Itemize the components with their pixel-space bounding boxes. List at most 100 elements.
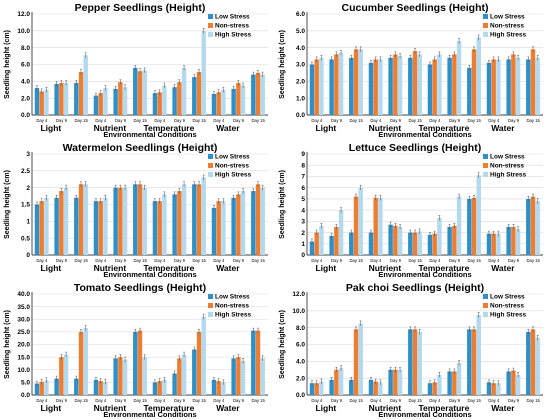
group-label: Light — [315, 403, 336, 413]
legend-label: Non-stress — [490, 303, 524, 310]
x-tick-label: Day 15 — [350, 118, 364, 123]
legend: Low Stress Non-stress High Stress — [483, 294, 527, 319]
bar-light-day9-s2 — [338, 210, 344, 255]
bar-light-day9-s0 — [329, 235, 334, 255]
bar-nutrient-day15-s2 — [417, 231, 422, 255]
legend-swatch — [208, 32, 213, 37]
x-tick-label: Day 9 — [233, 118, 245, 123]
bar-nutrient-day4-s0 — [368, 62, 374, 115]
bar-water-day4-s1 — [491, 383, 496, 395]
bar-nutrient-day15-s1 — [412, 51, 418, 115]
x-tick-label: Day 15 — [134, 258, 148, 263]
bar-temperature-day15-s1 — [196, 72, 202, 115]
bar-temperature-day4-s2 — [437, 374, 442, 395]
bar-light-day4-s1 — [39, 91, 44, 115]
y-tick-label: 2 — [301, 230, 305, 237]
y-tick-label: 3 — [301, 219, 305, 226]
x-tick-label: Day 15 — [134, 398, 148, 403]
bar-nutrient-day15-s0 — [133, 184, 138, 255]
y-axis-label: Seedling height (cm) — [4, 310, 11, 379]
y-tick-label: 12.0 — [17, 11, 30, 18]
x-tick-label: Day 4 — [95, 398, 107, 403]
x-tick-label: Day 9 — [508, 398, 520, 403]
bar-temperature-day15-s2 — [476, 37, 481, 115]
bar-temperature-day9-s2 — [181, 354, 187, 395]
y-tick-label: 0.0 — [21, 392, 30, 399]
bar-nutrient-day15-s1 — [137, 71, 143, 115]
bar-water-day4-s2 — [496, 233, 501, 255]
y-tick-label: 40.0 — [17, 291, 30, 298]
group-label: Nutrient — [369, 123, 402, 133]
x-tick-label: Day 9 — [508, 118, 520, 123]
legend-swatch — [208, 294, 213, 299]
bar-temperature-day4-s1 — [157, 381, 162, 395]
x-tick-label: Day 4 — [488, 118, 500, 123]
y-tick-label: 7 — [301, 174, 305, 181]
y-tick-label: 6 — [301, 185, 305, 192]
x-tick-label: Day 4 — [370, 398, 382, 403]
bar-nutrient-day9-s2 — [122, 187, 128, 255]
y-tick-label: 0.0 — [21, 112, 30, 119]
y-tick-label: 5.0 — [296, 28, 305, 35]
bar-nutrient-day9-s2 — [122, 359, 128, 395]
x-tick-label: Day 9 — [115, 118, 127, 123]
bar-temperature-day4-s2 — [162, 85, 167, 115]
chart-panel-3: Watermelon Seedlings (Height) Seedling he… — [4, 142, 268, 279]
bar-water-day4-s0 — [486, 62, 492, 115]
bar-light-day4-s2 — [44, 89, 49, 115]
chart-title: Pak choi Seedlings (Height) — [346, 282, 484, 294]
x-tick-label: Day 9 — [174, 118, 186, 123]
bar-water-day4-s0 — [486, 382, 492, 395]
x-tick-label: Day 15 — [350, 398, 364, 403]
bar-nutrient-day4-s0 — [93, 95, 99, 115]
legend-label: Low Stress — [490, 294, 525, 301]
bar-water-day4-s1 — [491, 233, 496, 255]
bar-nutrient-day15-s1 — [137, 184, 143, 255]
legend-swatch — [483, 303, 488, 308]
legend-label: High Stress — [215, 172, 252, 179]
bar-light-day9-s2 — [63, 354, 69, 395]
bar-temperature-day4-s1 — [432, 59, 437, 115]
x-tick-label: Day 4 — [429, 258, 441, 263]
x-tick-label: Day 9 — [390, 398, 402, 403]
bar-nutrient-day4-s1 — [98, 381, 103, 395]
bar-light-day4-s0 — [309, 241, 315, 255]
bar-water-day9-s0 — [231, 358, 236, 395]
bar-water-day9-s2 — [240, 360, 246, 395]
bar-temperature-day9-s2 — [456, 40, 462, 115]
y-tick-label: 4 — [301, 207, 305, 214]
bar-temperature-day15-s1 — [471, 329, 477, 395]
legend-swatch — [483, 32, 488, 37]
chart-panel-1: Pepper Seedlings (Height) Seedling height… — [4, 2, 268, 139]
bar-temperature-day4-s0 — [152, 201, 158, 255]
bar-light-day15-s0 — [74, 83, 79, 115]
legend-label: Low Stress — [215, 294, 250, 301]
bar-water-day15-s0 — [251, 74, 256, 115]
x-tick-label: Day 15 — [468, 118, 482, 123]
legend-label: Low Stress — [490, 154, 525, 161]
bar-nutrient-day9-s1 — [393, 369, 398, 395]
x-axis-label: Environmental Conditions — [103, 270, 196, 279]
y-tick-label: 2.5 — [21, 168, 30, 175]
x-tick-label: Day 9 — [233, 258, 245, 263]
bar-water-day9-s2 — [240, 191, 246, 255]
bar-temperature-day9-s0 — [172, 87, 177, 115]
x-tick-label: Day 15 — [75, 258, 89, 263]
group-label: Light — [315, 263, 336, 273]
bar-light-day9-s1 — [59, 357, 64, 395]
x-tick-label: Day 4 — [488, 398, 500, 403]
y-tick-label: 1.0 — [296, 95, 305, 102]
x-tick-label: Day 9 — [331, 118, 343, 123]
bar-light-day9-s0 — [329, 59, 334, 115]
bar-nutrient-day9-s1 — [393, 54, 398, 115]
bar-water-day4-s2 — [496, 59, 501, 115]
x-tick-label: Day 15 — [468, 398, 482, 403]
bar-water-day9-s1 — [236, 194, 241, 255]
bar-light-day9-s0 — [54, 83, 59, 115]
chart-title: Tomato Seedlings (Height) — [74, 282, 206, 294]
bar-light-day9-s2 — [63, 83, 69, 115]
bar-water-day15-s1 — [530, 329, 536, 395]
bar-water-day9-s2 — [515, 229, 521, 255]
x-tick-label: Day 9 — [449, 398, 461, 403]
legend-label: High Stress — [490, 32, 527, 39]
